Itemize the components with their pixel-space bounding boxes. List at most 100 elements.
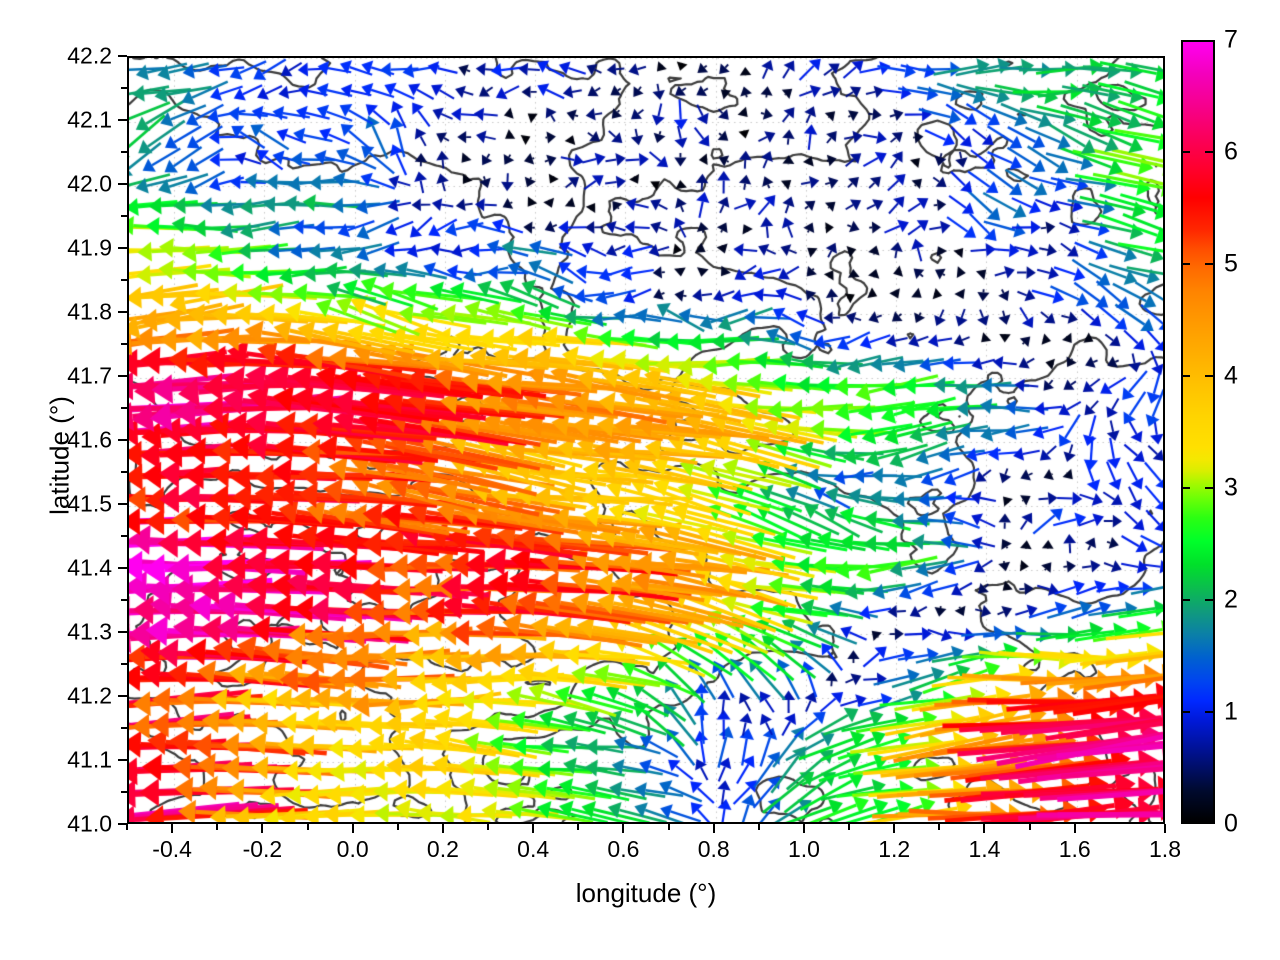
colorbar-tick-label: 1 bbox=[1224, 697, 1238, 726]
y-tick-mark bbox=[118, 503, 127, 505]
x-tick-label: 0.4 bbox=[517, 836, 550, 862]
colorbar-tick-mark bbox=[1182, 151, 1190, 153]
x-minor-tick-mark bbox=[848, 824, 851, 830]
y-minor-tick-mark bbox=[121, 279, 127, 281]
y-tick-label: 41.8 bbox=[67, 298, 112, 325]
x-tick-label: 1.2 bbox=[878, 836, 911, 862]
colorbar-tick-label: 7 bbox=[1224, 25, 1238, 54]
x-minor-tick-mark bbox=[306, 824, 309, 830]
y-tick-mark bbox=[118, 823, 127, 825]
y-tick-mark bbox=[118, 247, 127, 249]
y-tick-mark bbox=[118, 759, 127, 761]
x-tick-mark bbox=[261, 824, 264, 833]
y-minor-tick-mark bbox=[121, 407, 127, 409]
colorbar-tick-mark bbox=[1182, 711, 1190, 713]
colorbar-tick-mark bbox=[1182, 599, 1190, 601]
y-tick-mark bbox=[118, 375, 127, 377]
y-tick-mark bbox=[118, 631, 127, 633]
colorbar-tick-label: 4 bbox=[1224, 361, 1238, 390]
y-tick-mark bbox=[118, 439, 127, 441]
x-tick-mark bbox=[712, 824, 715, 833]
x-minor-tick-mark bbox=[126, 824, 128, 830]
x-minor-tick-mark bbox=[396, 824, 399, 830]
y-tick-mark bbox=[118, 567, 127, 569]
x-tick-label: 1.4 bbox=[968, 836, 1001, 862]
x-tick-mark bbox=[351, 824, 354, 833]
y-axis-title: latitude (°) bbox=[44, 396, 75, 515]
x-minor-tick-mark bbox=[1028, 824, 1031, 830]
colorbar-gradient bbox=[1181, 40, 1215, 824]
colorbar-tick-mark bbox=[1182, 375, 1190, 377]
colorbar-tick-label: 0 bbox=[1224, 809, 1238, 838]
x-tick-label: 0.6 bbox=[607, 836, 640, 862]
y-tick-label: 41.6 bbox=[67, 426, 112, 453]
x-minor-tick-mark bbox=[667, 824, 670, 830]
y-minor-tick-mark bbox=[121, 343, 127, 345]
y-tick-label: 41.7 bbox=[67, 362, 112, 389]
wind-vector-layer bbox=[129, 58, 1163, 822]
colorbar-tick-label: 5 bbox=[1224, 249, 1238, 278]
plot-area bbox=[127, 56, 1165, 824]
y-tick-mark bbox=[118, 183, 127, 185]
y-tick-label: 41.5 bbox=[67, 490, 112, 517]
y-tick-label: 42.0 bbox=[67, 170, 112, 197]
x-tick-label: 0.0 bbox=[336, 836, 369, 862]
x-tick-mark bbox=[1164, 824, 1166, 833]
x-minor-tick-mark bbox=[216, 824, 219, 830]
colorbar-tick-label: 3 bbox=[1224, 473, 1238, 502]
y-minor-tick-mark bbox=[121, 599, 127, 601]
y-tick-label: 42.2 bbox=[67, 42, 112, 69]
x-minor-tick-mark bbox=[983, 824, 986, 830]
y-minor-tick-mark bbox=[121, 663, 127, 665]
y-minor-tick-mark bbox=[121, 87, 127, 89]
x-tick-mark bbox=[171, 824, 174, 833]
colorbar-tick-mark bbox=[1205, 375, 1213, 377]
x-minor-tick-mark bbox=[938, 824, 941, 830]
y-tick-label: 41.2 bbox=[67, 682, 112, 709]
colorbar-tick-mark bbox=[1182, 263, 1190, 265]
y-tick-label: 41.1 bbox=[67, 746, 112, 773]
x-minor-tick-mark bbox=[622, 824, 625, 830]
y-tick-label: 41.0 bbox=[67, 810, 112, 837]
x-tick-label: 1.8 bbox=[1149, 836, 1181, 862]
y-tick-mark bbox=[118, 55, 127, 57]
x-tick-mark bbox=[441, 824, 444, 833]
y-tick-mark bbox=[118, 119, 127, 121]
x-tick-mark bbox=[1073, 824, 1076, 833]
x-minor-tick-mark bbox=[757, 824, 760, 830]
colorbar-tick-mark bbox=[1205, 711, 1213, 713]
y-minor-tick-mark bbox=[121, 215, 127, 217]
colorbar bbox=[1181, 40, 1215, 824]
y-minor-tick-mark bbox=[121, 471, 127, 473]
x-axis-title: longitude (°) bbox=[575, 878, 717, 908]
y-tick-label: 41.9 bbox=[67, 234, 112, 261]
y-tick-label: 41.4 bbox=[67, 554, 112, 581]
x-minor-tick-mark bbox=[577, 824, 580, 830]
x-tick-label: 0.2 bbox=[426, 836, 459, 862]
y-tick-label: 41.3 bbox=[67, 618, 112, 645]
y-tick-mark bbox=[118, 311, 127, 313]
colorbar-tick-label: 2 bbox=[1224, 585, 1238, 614]
y-minor-tick-mark bbox=[121, 791, 127, 793]
y-tick-label: 42.1 bbox=[67, 106, 112, 133]
x-tick-label: -0.4 bbox=[152, 836, 192, 862]
colorbar-tick-label: 6 bbox=[1224, 137, 1238, 166]
x-tick-mark bbox=[532, 824, 535, 833]
x-minor-tick-mark bbox=[802, 824, 805, 830]
y-minor-tick-mark bbox=[121, 151, 127, 153]
colorbar-tick-mark bbox=[1205, 599, 1213, 601]
x-tick-label: 1.0 bbox=[787, 836, 820, 862]
x-tick-label: 1.6 bbox=[1058, 836, 1091, 862]
y-tick-mark bbox=[118, 695, 127, 697]
x-tick-label: 0.8 bbox=[697, 836, 730, 862]
colorbar-tick-mark bbox=[1182, 487, 1190, 489]
colorbar-tick-mark bbox=[1205, 151, 1213, 153]
colorbar-tick-mark bbox=[1205, 263, 1213, 265]
y-minor-tick-mark bbox=[121, 535, 127, 537]
x-minor-tick-mark bbox=[893, 824, 896, 830]
x-tick-label: -0.2 bbox=[242, 836, 283, 862]
y-minor-tick-mark bbox=[121, 727, 127, 729]
x-minor-tick-mark bbox=[487, 824, 490, 830]
colorbar-tick-mark bbox=[1205, 487, 1213, 489]
